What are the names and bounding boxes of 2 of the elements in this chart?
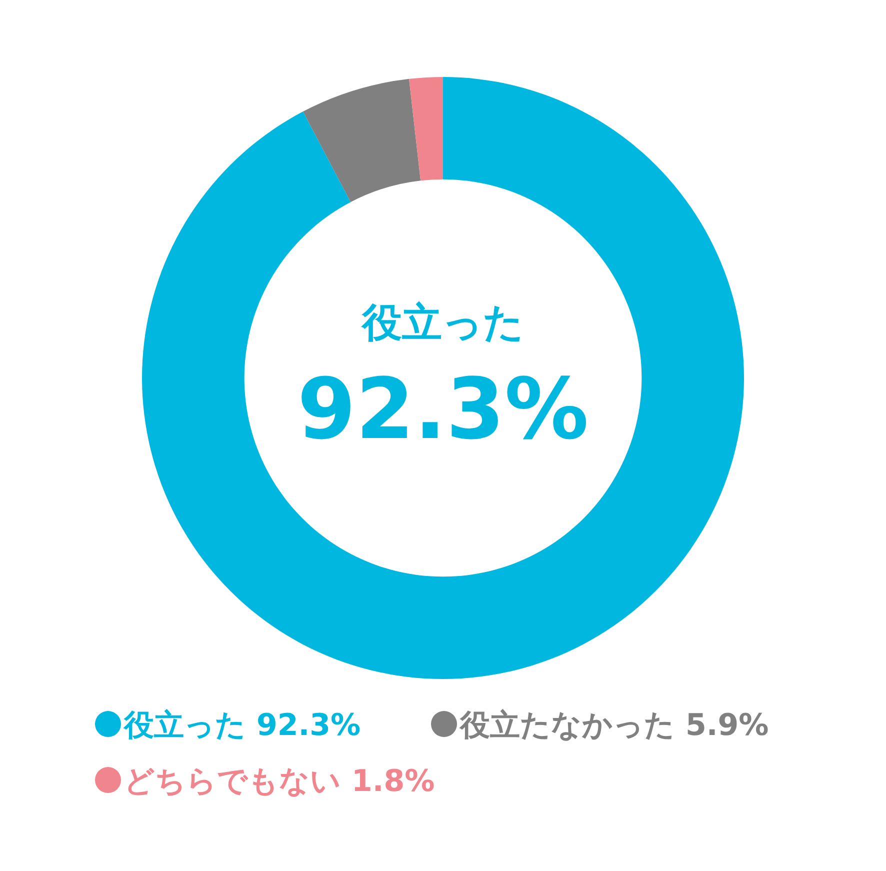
data-label: 92.3% — [297, 360, 589, 458]
slice-label: 役立った — [360, 300, 524, 346]
